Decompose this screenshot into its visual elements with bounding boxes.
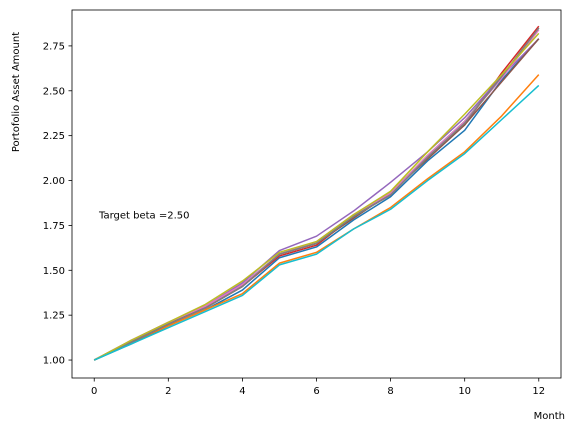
y-tick-label: 2.00 xyxy=(43,176,65,187)
y-tick-label: 1.75 xyxy=(43,221,65,232)
series-line-4 xyxy=(93,25,540,361)
series-line-1 xyxy=(93,38,540,361)
x-tick-label: 8 xyxy=(387,386,393,397)
series-line-6 xyxy=(93,38,540,361)
series-line-2 xyxy=(93,74,540,361)
x-axis-label: Month xyxy=(534,411,565,422)
x-tick-label: 10 xyxy=(458,386,471,397)
y-tick-label: 2.75 xyxy=(43,41,65,52)
y-axis-label: Portofolio Asset Amount xyxy=(11,32,22,152)
y-tick-label: 1.50 xyxy=(43,266,65,277)
series-line-5 xyxy=(93,38,540,361)
y-tick-label: 1.00 xyxy=(43,356,65,367)
series-line-9 xyxy=(93,32,540,361)
target-beta-annotation: Target beta =2.50 xyxy=(98,211,190,222)
x-tick-label: 12 xyxy=(532,386,545,397)
series-line-7 xyxy=(93,29,540,361)
x-tick-label: 0 xyxy=(91,386,97,397)
series-line-8 xyxy=(93,27,540,361)
x-tick-label: 4 xyxy=(239,386,245,397)
x-tick-label: 2 xyxy=(165,386,171,397)
plot-frame xyxy=(71,9,562,379)
y-tick-label: 2.25 xyxy=(43,131,65,142)
x-axis-ticks: 0 2 4 6 8 10 12 xyxy=(91,378,545,397)
y-tick-label: 1.25 xyxy=(43,311,65,322)
y-tick-label: 2.50 xyxy=(43,86,65,97)
series-line-10 xyxy=(93,84,540,361)
y-axis-ticks: 1.00 1.25 1.50 1.75 2.00 2.25 2.50 2.75 xyxy=(43,41,72,367)
series-line-3 xyxy=(93,27,540,361)
series-layer xyxy=(93,25,540,361)
x-tick-label: 6 xyxy=(313,386,319,397)
